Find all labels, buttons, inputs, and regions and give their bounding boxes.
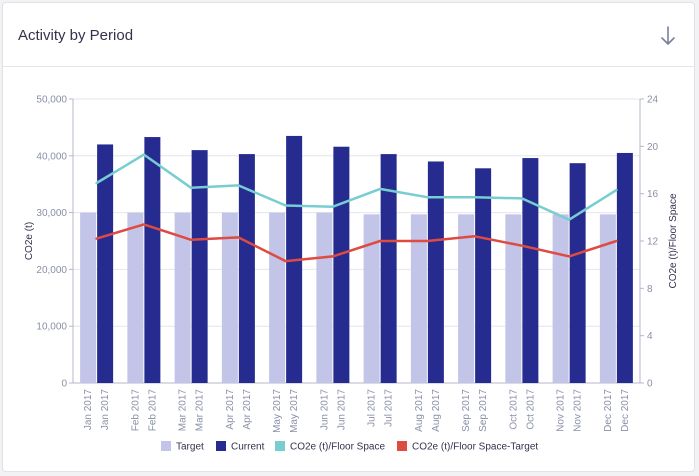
target-bar xyxy=(458,214,475,383)
x-tick-label: Jan 2017 xyxy=(83,389,94,431)
target-bar xyxy=(269,212,286,383)
y-axis-left-title: CO2e (t) xyxy=(24,222,35,260)
target-bar xyxy=(80,212,97,383)
current-bar xyxy=(475,168,492,383)
current-bar xyxy=(191,150,208,383)
x-tick-label: Jul 2017 xyxy=(367,389,378,427)
x-tick-label: Oct 2017 xyxy=(525,389,536,430)
x-tick-label: Apr 2017 xyxy=(225,389,236,430)
current-bar xyxy=(144,137,161,383)
x-tick-label: Sep 2017 xyxy=(478,389,489,432)
left-tick-label: 0 xyxy=(61,379,67,390)
chart-title: Activity by Period xyxy=(18,27,134,44)
current-bar xyxy=(427,161,444,383)
floor-space-intensity-line xyxy=(95,153,618,221)
card-header: Activity by Period xyxy=(3,3,694,67)
x-tick-label: May 2017 xyxy=(272,389,283,433)
target-bar xyxy=(316,212,333,383)
legend-swatch xyxy=(397,441,407,451)
x-tick-label: Mar 2017 xyxy=(195,389,206,432)
x-tick-label: Feb 2017 xyxy=(130,389,141,432)
y-axis-right-title: CO2e (t)/Floor Space xyxy=(668,193,679,288)
current-bar xyxy=(97,144,114,383)
x-tick-label: Sep 2017 xyxy=(461,389,472,432)
current-bar xyxy=(380,154,397,383)
left-tick-label: 30,000 xyxy=(36,208,67,219)
target-bar xyxy=(221,212,238,383)
current-bar xyxy=(569,163,586,383)
right-tick-label: 24 xyxy=(647,95,659,106)
target-bar xyxy=(599,214,616,383)
current-bar xyxy=(238,154,255,383)
download-button[interactable] xyxy=(656,23,680,49)
target-bar xyxy=(127,212,144,383)
right-tick-label: 0 xyxy=(647,379,653,390)
current-bar xyxy=(616,152,633,383)
right-tick-label: 8 xyxy=(647,284,653,295)
x-tick-label: Jan 2017 xyxy=(100,389,111,431)
x-tick-label: Aug 2017 xyxy=(431,389,442,432)
current-bar xyxy=(333,146,350,383)
x-tick-label: Mar 2017 xyxy=(178,389,189,432)
legend-label: CO2e (t)/Floor Space-Target xyxy=(412,442,538,453)
x-tick-label: Jun 2017 xyxy=(319,389,330,431)
right-tick-label: 20 xyxy=(647,142,659,153)
legend-label: Current xyxy=(231,442,265,453)
x-tick-label: Aug 2017 xyxy=(414,389,425,432)
right-tick-label: 12 xyxy=(647,237,659,248)
x-tick-label: Feb 2017 xyxy=(147,389,158,432)
left-tick-label: 40,000 xyxy=(36,151,67,162)
x-tick-label: Oct 2017 xyxy=(508,389,519,430)
legend-swatch xyxy=(161,441,171,451)
x-tick-label: May 2017 xyxy=(289,389,300,433)
left-tick-label: 10,000 xyxy=(36,322,67,333)
current-bar xyxy=(522,158,539,383)
target-bar xyxy=(552,214,569,383)
x-tick-label: Jun 2017 xyxy=(336,389,347,431)
target-bar xyxy=(174,212,191,383)
arrow-down-icon xyxy=(661,26,675,45)
x-tick-label: Apr 2017 xyxy=(242,389,253,430)
x-tick-label: Dec 2017 xyxy=(620,389,631,432)
legend-swatch xyxy=(275,441,285,451)
legend-label: Target xyxy=(176,442,204,453)
x-tick-label: Dec 2017 xyxy=(603,389,614,432)
legend-label: CO2e (t)/Floor Space xyxy=(290,442,385,453)
left-tick-label: 20,000 xyxy=(36,265,67,276)
legend-swatch xyxy=(216,441,226,451)
target-bar xyxy=(363,214,380,383)
x-tick-label: Jul 2017 xyxy=(384,389,395,427)
right-tick-label: 4 xyxy=(647,331,653,342)
x-tick-label: Nov 2017 xyxy=(556,389,567,432)
floor-space-intensity-target-line xyxy=(95,223,618,263)
target-bar xyxy=(410,214,427,383)
left-tick-label: 50,000 xyxy=(36,95,67,106)
right-tick-label: 16 xyxy=(647,189,659,200)
x-tick-label: Nov 2017 xyxy=(573,389,584,432)
target-bar xyxy=(505,214,522,383)
